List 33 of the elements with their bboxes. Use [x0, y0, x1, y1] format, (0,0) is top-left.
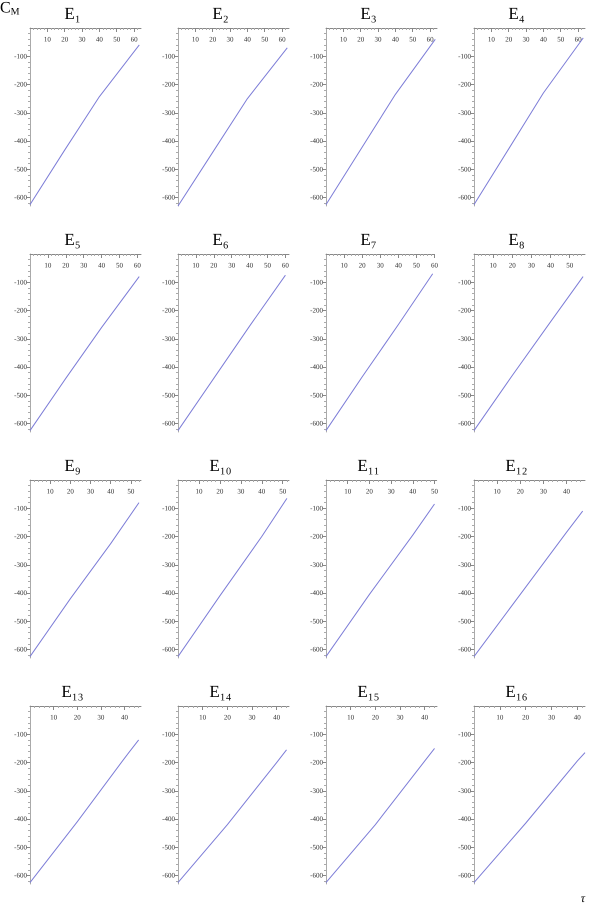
line-series	[178, 749, 288, 884]
line-series	[30, 276, 140, 432]
chart-title: E₁₃	[61, 682, 84, 701]
line-series	[474, 37, 584, 206]
chart-title: E₁₀	[209, 456, 232, 475]
line-series	[178, 47, 288, 206]
chart-title: E₆	[212, 230, 229, 249]
chart-title: E₁₅	[357, 682, 380, 701]
line-series	[30, 44, 140, 206]
chart-title: E₁₁	[357, 456, 380, 475]
chart-title: E₁₄	[209, 682, 232, 701]
line-series	[326, 273, 434, 432]
line-series	[326, 748, 436, 884]
chart-title: E₉	[64, 456, 81, 475]
chart-title: E₅	[64, 230, 81, 249]
chart-title: E₈	[508, 230, 525, 249]
line-series	[326, 504, 435, 658]
line-series	[178, 498, 288, 658]
line-series	[474, 752, 586, 884]
chart-title: E₃	[360, 4, 377, 23]
line-series	[474, 276, 584, 432]
x-axis-title: τ	[580, 891, 586, 905]
line-series	[30, 502, 140, 658]
line-series	[474, 510, 584, 658]
chart-title: E₁₂	[505, 456, 528, 475]
line-series	[178, 274, 286, 432]
chart-title: E₇	[360, 230, 377, 249]
chart-title: E₂	[212, 4, 229, 23]
line-series	[326, 38, 436, 206]
chart-title: E₁	[64, 4, 81, 23]
chart-title: E₁₆	[505, 682, 528, 701]
chart-title: E₄	[508, 4, 525, 23]
line-series	[30, 739, 140, 884]
